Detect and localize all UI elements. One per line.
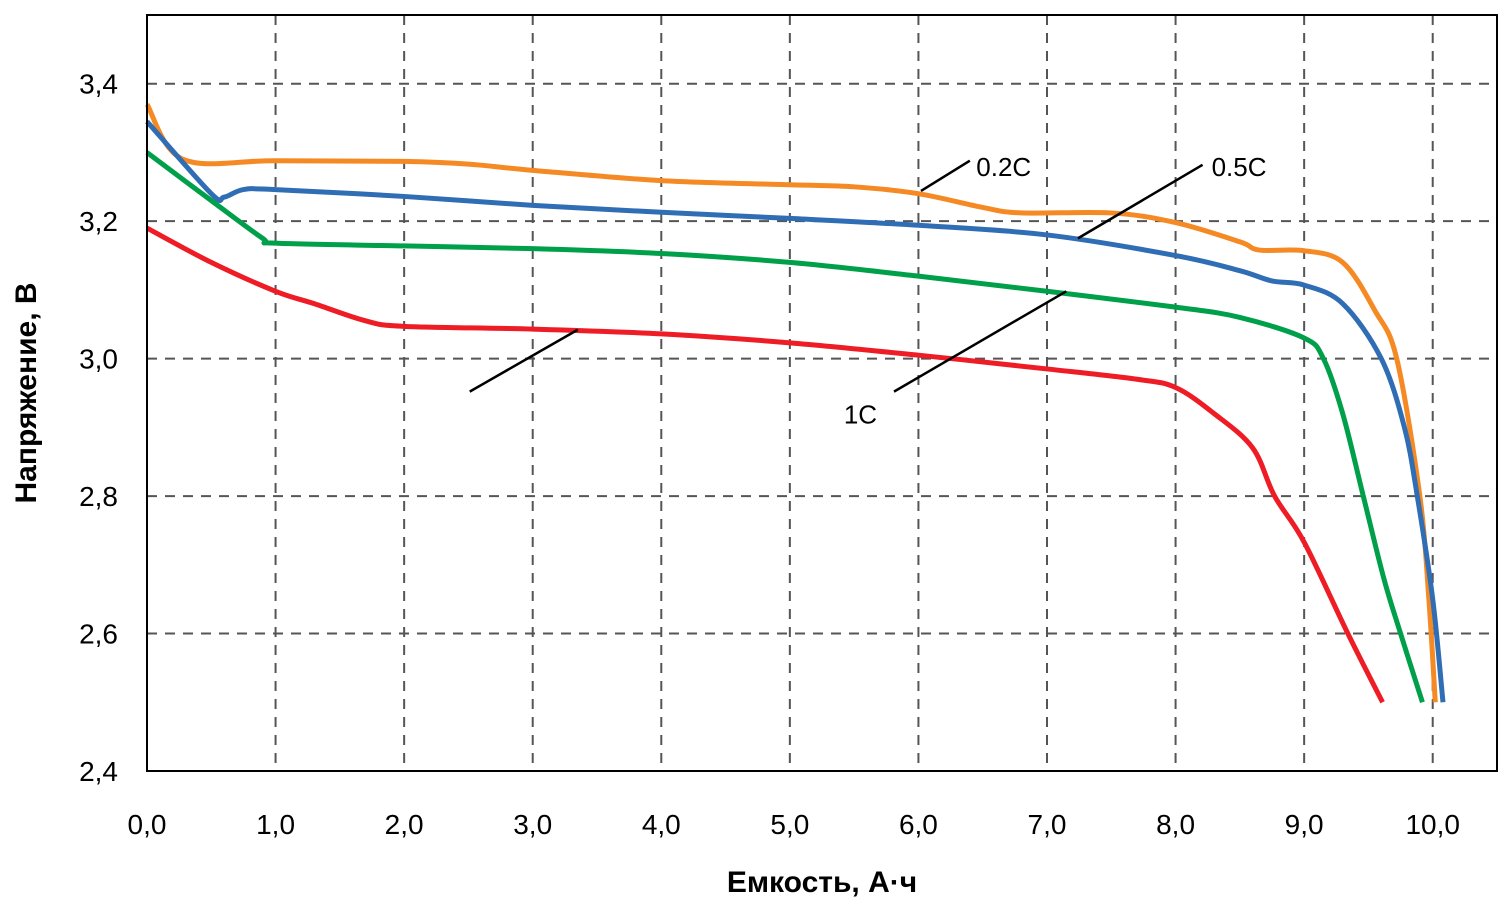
x-tick-label: 5,0 bbox=[770, 809, 809, 840]
series-line-0.2c bbox=[144, 102, 1438, 703]
leader-line bbox=[1077, 163, 1204, 240]
tick-labels: 0,0 1,0 2,0 3,0 4,0 5,0 6,0 7,0 8,0 9,0 10,0 2,4 2,6… bbox=[79, 69, 1460, 840]
x-tick-label: 8,0 bbox=[1156, 809, 1195, 840]
y-tick-label: 3,4 bbox=[79, 69, 118, 100]
x-tick-label: 3,0 bbox=[513, 809, 552, 840]
leader-line bbox=[920, 159, 971, 193]
annotations: 0.2C 0.5C 1C bbox=[469, 152, 1267, 430]
x-tick-label: 9,0 bbox=[1285, 809, 1324, 840]
series-label: 1C bbox=[844, 400, 877, 430]
x-tick-label: 10,0 bbox=[1405, 809, 1460, 840]
series-line-1c bbox=[145, 150, 1425, 704]
x-axis-title: Емкость, А·ч bbox=[727, 866, 917, 899]
x-tick-label: 6,0 bbox=[899, 809, 938, 840]
x-tick-label: 0,0 bbox=[128, 809, 167, 840]
x-tick-label: 1,0 bbox=[256, 809, 295, 840]
series-label: 0.2C bbox=[976, 152, 1031, 182]
plot-frame bbox=[146, 14, 1498, 772]
y-tick-label: 2,6 bbox=[79, 619, 118, 650]
x-tick-label: 4,0 bbox=[642, 809, 681, 840]
series-label: 0.5C bbox=[1212, 152, 1267, 182]
y-tick-label: 2,8 bbox=[79, 481, 118, 512]
series-layer bbox=[144, 102, 1446, 704]
x-tick-label: 7,0 bbox=[1028, 809, 1067, 840]
grid bbox=[147, 15, 1497, 771]
series-line-0.5c bbox=[145, 119, 1446, 703]
leader-line bbox=[469, 328, 579, 393]
x-tick-label: 2,0 bbox=[385, 809, 424, 840]
y-tick-label: 2,4 bbox=[79, 756, 118, 787]
leader-line bbox=[893, 290, 1067, 393]
y-tick-label: 3,2 bbox=[79, 206, 118, 237]
y-axis-title: Напряжение, В bbox=[10, 282, 43, 503]
y-tick-label: 3,0 bbox=[79, 344, 118, 375]
series-line-unlabeled bbox=[145, 225, 1385, 704]
